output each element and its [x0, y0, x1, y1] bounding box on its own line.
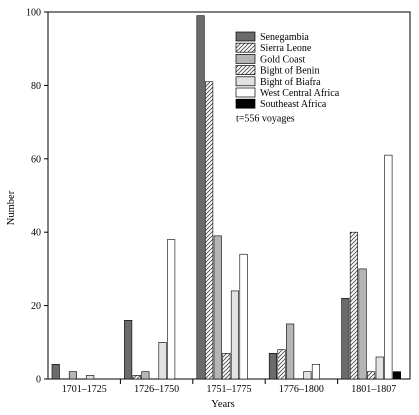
- bar-southeast-africa-4: [392, 371, 402, 380]
- bars-group: [51, 15, 402, 380]
- y-tick-label: 40: [31, 228, 41, 239]
- bar-gold-coast-1: [141, 371, 150, 380]
- y-tick-label: 80: [31, 81, 41, 92]
- bar-senegambia-4: [341, 297, 350, 380]
- legend-swatch: [235, 31, 256, 42]
- bar-bight-of-benin-2: [222, 353, 231, 380]
- bar-gold-coast-0: [68, 371, 77, 380]
- x-tick-label: 1751–1775: [207, 384, 252, 395]
- legend-label: Sierra Leone: [260, 43, 312, 54]
- x-axis-title: Years: [211, 399, 234, 410]
- bar-sierra-leone-3: [277, 349, 286, 380]
- x-tick-label: 1801–1807: [351, 384, 396, 395]
- bar-west-central-africa-3: [311, 364, 321, 380]
- x-axis: 1701–1725 1726–1750 1751–1775 1776–1800 1801…: [62, 379, 396, 395]
- legend-label: Bight of Biafra: [260, 77, 321, 88]
- legend-label: Gold Coast: [260, 54, 306, 65]
- bar-gold-coast-3: [286, 323, 295, 380]
- y-tick-label: 100: [26, 8, 41, 19]
- y-tick-label: 60: [31, 154, 41, 165]
- bar-gold-coast-4: [358, 268, 367, 380]
- bar-bight-of-biafra-0: [86, 375, 95, 380]
- bar-bight-of-biafra-3: [303, 371, 312, 380]
- bar-senegambia-0: [51, 364, 60, 380]
- bar-senegambia-3: [268, 353, 278, 380]
- legend-label: Senegambia: [260, 32, 309, 43]
- legend-label: West Central Africa: [260, 88, 340, 99]
- bar-sierra-leone-4: [349, 231, 359, 380]
- legend-swatch: [235, 76, 256, 87]
- legend-swatch: [235, 87, 256, 98]
- legend-label: Southeast Africa: [260, 99, 327, 110]
- legend-swatch: [235, 98, 256, 109]
- y-tick-label: 20: [31, 301, 41, 312]
- bar-sierra-leone-2: [205, 81, 214, 380]
- legend-label: Bight of Benin: [260, 66, 319, 77]
- bar-gold-coast-2: [213, 235, 222, 380]
- bar-west-central-africa-4: [384, 154, 393, 380]
- bar-west-central-africa-2: [239, 253, 248, 380]
- legend-swatch: [235, 65, 256, 75]
- bar-senegambia-2: [196, 15, 205, 380]
- x-tick-label: 1726–1750: [134, 384, 179, 395]
- bar-bight-of-benin-4: [367, 371, 376, 380]
- legend-swatch: [235, 42, 256, 53]
- y-tick-label: 0: [36, 375, 41, 386]
- x-tick-label: 1776–1800: [279, 384, 324, 395]
- bar-sierra-leone-1: [132, 375, 141, 380]
- bar-senegambia-1: [124, 319, 133, 380]
- y-axis: 0 20 40 60 80 100: [26, 8, 48, 386]
- legend-swatch: [235, 54, 256, 64]
- y-axis-title: Number: [6, 190, 17, 225]
- bar-bight-of-biafra-4: [375, 356, 384, 380]
- bar-bight-of-biafra-2: [230, 290, 239, 380]
- bar-bight-of-biafra-1: [158, 341, 167, 380]
- x-tick-label: 1701–1725: [62, 384, 107, 395]
- bar-west-central-africa-1: [167, 239, 176, 380]
- legend-note: t=556 voyages: [236, 113, 295, 124]
